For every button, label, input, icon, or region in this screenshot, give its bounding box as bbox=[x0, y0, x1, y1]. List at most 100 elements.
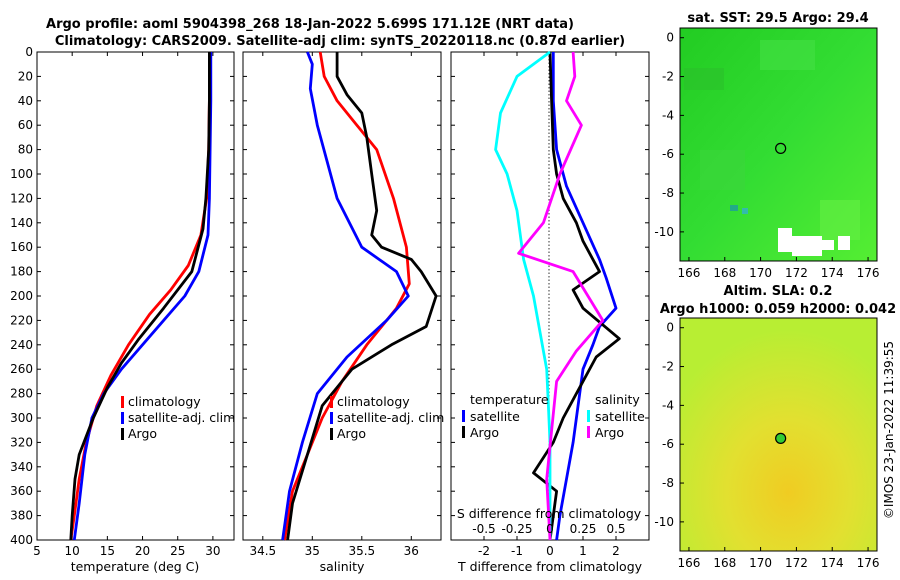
sst-map-ticks: 166 168 170 172 174 176 0 -2 -4 -6 -8 -10 bbox=[654, 31, 879, 280]
top-tick-label: 0.5 bbox=[606, 522, 625, 536]
y-tick-label: 380 bbox=[10, 509, 33, 523]
y-tick-label: 300 bbox=[10, 411, 33, 425]
series-line-argo bbox=[286, 52, 438, 541]
legend-swatch-t-argo bbox=[462, 426, 465, 438]
map-y-tick-label: 0 bbox=[666, 321, 674, 335]
sst-cloud-mask bbox=[792, 236, 822, 256]
sst-patch bbox=[700, 150, 745, 190]
map-x-tick-label: 176 bbox=[857, 556, 880, 570]
salinity-lines bbox=[281, 51, 438, 541]
x-tick-label: 35.5 bbox=[348, 544, 375, 558]
y-tick-label: 280 bbox=[10, 387, 33, 401]
x-tick-label: 15 bbox=[100, 544, 115, 558]
top-tick-label: 0 bbox=[546, 522, 554, 536]
legend-label-t-argo: Argo bbox=[470, 425, 499, 440]
salinity-ticks: 34.5 35 35.5 36 bbox=[243, 51, 441, 558]
sla-map-title-line1: Altim. SLA: 0.2 bbox=[724, 284, 833, 299]
map-y-tick-label: -4 bbox=[662, 398, 674, 412]
y-tick-label: 140 bbox=[10, 216, 33, 230]
salinity-xlabel: salinity bbox=[320, 559, 365, 574]
y-tick-label: 80 bbox=[18, 143, 33, 157]
top-tick-label: -0.5 bbox=[472, 522, 495, 536]
y-tick-label: 320 bbox=[10, 435, 33, 449]
legend-label-climatology: climatology bbox=[128, 394, 201, 409]
y-tick-label: 120 bbox=[10, 191, 33, 205]
y-tick-label: 360 bbox=[10, 484, 33, 498]
top-tick-label: -0.25 bbox=[501, 522, 532, 536]
map-y-tick-label: -10 bbox=[654, 225, 674, 239]
y-tick-label: 160 bbox=[10, 240, 33, 254]
salinity-legend: climatology satellite-adj. clim Argo bbox=[330, 394, 444, 441]
temperature-panel: 0 20 40 60 80 100 120 140 160 180 200 220 240 260 280 3… bbox=[10, 45, 235, 574]
difference-legend-right: salinity satellite Argo bbox=[587, 392, 645, 440]
y-tick-label: 20 bbox=[18, 69, 33, 83]
salinity-panel: 34.5 35 35.5 36 salinity climatology satell… bbox=[242, 51, 444, 574]
legend-title-salinity: salinity bbox=[595, 392, 640, 407]
salinity-plot-area bbox=[242, 51, 442, 541]
sst-cloud-mask bbox=[778, 228, 792, 252]
legend-label-satellite: satellite-adj. clim bbox=[337, 410, 444, 425]
legend-label-satellite: satellite-adj. clim bbox=[128, 410, 235, 425]
difference-top-xlabel: S difference from climatology bbox=[457, 506, 642, 521]
map-x-tick-label: 166 bbox=[678, 266, 701, 280]
legend-label-argo: Argo bbox=[128, 426, 157, 441]
legend-label-s-argo: Argo bbox=[595, 425, 624, 440]
x-tick-label: 35 bbox=[305, 544, 320, 558]
legend-swatch-climatology bbox=[121, 396, 124, 408]
argo-location-marker bbox=[775, 432, 787, 444]
sst-patch bbox=[730, 205, 738, 211]
x-tick-label: 30 bbox=[205, 544, 220, 558]
legend-title-temperature: temperature bbox=[470, 392, 549, 407]
sst-cloud-mask bbox=[822, 240, 834, 250]
map-x-tick-label: 170 bbox=[749, 266, 772, 280]
map-y-tick-label: -2 bbox=[662, 360, 674, 374]
temperature-ticks: 0 20 40 60 80 100 120 140 160 180 200 220 240 260 280 3… bbox=[10, 45, 234, 558]
map-y-tick-label: -6 bbox=[662, 147, 674, 161]
argo-location-marker bbox=[775, 142, 787, 154]
legend-swatch-t-satellite bbox=[462, 410, 465, 422]
x-tick-label: 20 bbox=[135, 544, 150, 558]
y-tick-label: 400 bbox=[10, 533, 33, 547]
y-tick-label: 260 bbox=[10, 362, 33, 376]
legend-label-s-satellite: satellite bbox=[595, 409, 645, 424]
y-tick-label: 0 bbox=[25, 45, 33, 59]
sst-map-panel: sat. SST: 29.5 Argo: 29.4 166 168 170 172 17… bbox=[654, 11, 879, 280]
sla-map-title-line2: Argo h1000: 0.059 h2000: 0.042 bbox=[660, 302, 896, 317]
y-tick-label: 220 bbox=[10, 313, 33, 327]
sst-patch bbox=[760, 40, 815, 70]
map-y-tick-label: -8 bbox=[662, 186, 674, 200]
x-tick-label: 10 bbox=[65, 544, 80, 558]
y-tick-label: 200 bbox=[10, 289, 33, 303]
sst-map-texture bbox=[684, 40, 860, 256]
sst-patch bbox=[684, 68, 724, 90]
legend-swatch-s-satellite bbox=[587, 410, 590, 422]
top-tick-label: 0.25 bbox=[570, 522, 597, 536]
difference-legend-left: temperature satellite Argo bbox=[462, 392, 549, 440]
map-x-tick-label: 168 bbox=[713, 266, 736, 280]
y-tick-label: 40 bbox=[18, 94, 33, 108]
map-x-tick-label: 172 bbox=[785, 556, 808, 570]
credit-timestamp: ©IMOS 23-Jan-2022 11:39:55 bbox=[882, 341, 896, 519]
legend-swatch-satellite bbox=[330, 412, 333, 424]
figure-title-line2: Climatology: CARS2009. Satellite-adj cli… bbox=[55, 34, 625, 49]
sst-map-title: sat. SST: 29.5 Argo: 29.4 bbox=[687, 11, 868, 26]
x-tick-label: 34.5 bbox=[249, 544, 276, 558]
figure-title-line1: Argo profile: aoml 5904398_268 18-Jan-20… bbox=[46, 17, 574, 32]
x-tick-label: 36 bbox=[404, 544, 419, 558]
legend-label-argo: Argo bbox=[337, 426, 366, 441]
y-tick-label: 180 bbox=[10, 265, 33, 279]
map-y-tick-label: -4 bbox=[662, 108, 674, 122]
map-y-tick-label: -6 bbox=[662, 437, 674, 451]
series-line-satellite-adj-clim bbox=[281, 51, 410, 541]
map-y-tick-label: -10 bbox=[654, 515, 674, 529]
series-line-t-satellite bbox=[551, 52, 618, 541]
x-tick-label: 25 bbox=[170, 544, 185, 558]
map-x-tick-label: 174 bbox=[821, 556, 844, 570]
map-y-tick-label: -8 bbox=[662, 476, 674, 490]
map-x-tick-label: 170 bbox=[749, 556, 772, 570]
difference-lines bbox=[494, 50, 621, 541]
y-tick-label: 340 bbox=[10, 460, 33, 474]
x-tick-label: 2 bbox=[612, 544, 620, 558]
temperature-plot-area bbox=[36, 51, 235, 541]
series-line-t-argo bbox=[532, 51, 621, 541]
